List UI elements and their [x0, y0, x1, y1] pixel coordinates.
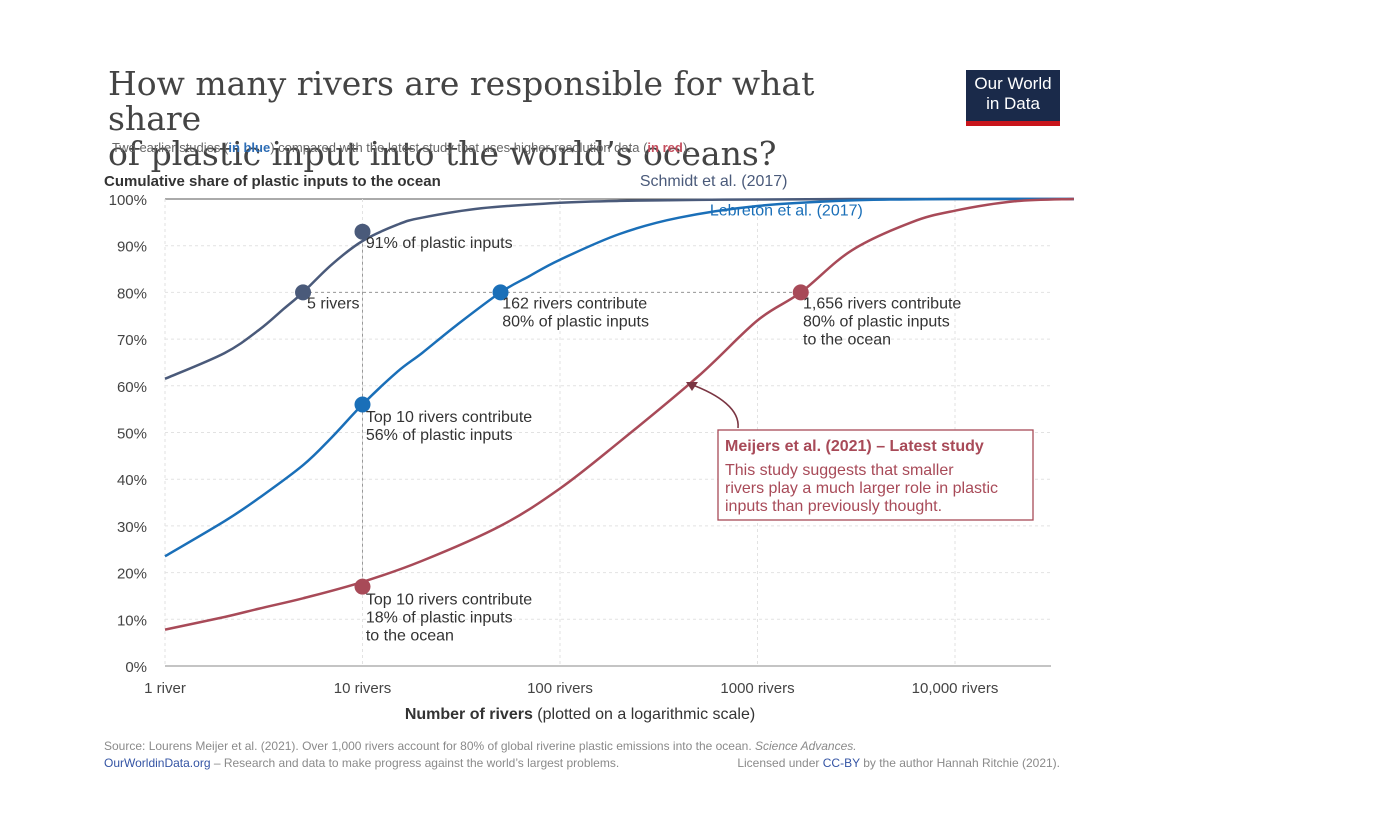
site-tagline: – Research and data to make progress aga… — [210, 756, 620, 770]
annotation-arrowhead — [686, 382, 698, 391]
chart-title: How many rivers are responsible for what… — [108, 66, 868, 171]
license-link[interactable]: CC-BY — [822, 756, 860, 770]
footer-license: Licensed under CC-BY by the author Hanna… — [737, 756, 1060, 770]
x-axis-title-bold: Number of rivers — [405, 706, 533, 723]
license-pre: Licensed under — [737, 756, 823, 770]
data-point-label: to the ocean — [366, 627, 454, 644]
subtitle-post: ). — [682, 140, 691, 155]
logo-line-1: Our World — [974, 74, 1052, 93]
y-axis-title: Cumulative share of plastic inputs to th… — [104, 173, 441, 190]
site-link[interactable]: OurWorldinData.org — [104, 756, 211, 770]
y-tick-label: 80% — [117, 285, 147, 302]
data-point-label: Top 10 rivers contribute — [366, 591, 532, 608]
annotation-title: Meijers et al. (2021) – Latest study — [725, 438, 984, 455]
chart-subtitle: Two earlier studies (in blue) compared w… — [112, 140, 691, 155]
data-point-4 — [492, 284, 509, 301]
x-tick-label: 100 rivers — [527, 680, 593, 697]
data-point-label: 162 rivers contribute — [502, 296, 647, 313]
series-line-schmidt — [164, 197, 1074, 380]
annotation-line: This study suggests that smaller — [725, 462, 954, 479]
x-tick-label: 1 river — [144, 680, 186, 697]
data-point-2 — [354, 223, 371, 240]
y-tick-label: 30% — [117, 519, 147, 536]
annotation-arrow — [689, 383, 739, 429]
logo-line-2: in Data — [986, 94, 1040, 113]
x-axis-title: Number of rivers (plotted on a logarithm… — [405, 706, 755, 723]
x-tick-label: 10,000 rivers — [912, 680, 999, 697]
data-point-label: Top 10 rivers contribute — [366, 409, 532, 426]
y-tick-label: 90% — [117, 239, 147, 256]
series-label-schmidt: Schmidt et al. (2017) — [640, 173, 788, 190]
footer-source: Source: Lourens Meijer et al. (2021). Ov… — [104, 739, 857, 753]
subtitle-mid: ) compared with the latest study that us… — [270, 140, 648, 155]
series-label-lebreton: Lebreton et al. (2017) — [710, 202, 863, 219]
y-tick-label: 20% — [117, 566, 147, 583]
data-point-6 — [792, 284, 809, 301]
source-journal: Science Advances. — [755, 739, 857, 753]
y-tick-label: 0% — [125, 659, 147, 676]
data-point-label: 1,656 rivers contribute — [803, 296, 961, 313]
x-tick-label: 10 rivers — [334, 680, 392, 697]
annotation-line: rivers play a much larger role in plasti… — [725, 480, 998, 497]
x-tick-label: 1000 rivers — [720, 680, 794, 697]
subtitle-red: in red — [647, 140, 683, 155]
footer-site: OurWorldinData.org – Research and data t… — [104, 756, 619, 770]
data-point-label: 56% of plastic inputs — [366, 427, 513, 444]
subtitle-pre: Two earlier studies ( — [112, 140, 229, 155]
data-point-1 — [295, 284, 312, 301]
series-line-meijers — [164, 197, 1074, 631]
annotation-line: inputs than previously thought. — [725, 498, 942, 515]
y-tick-label: 60% — [117, 379, 147, 396]
owid-logo[interactable]: Our World in Data — [966, 70, 1060, 126]
annotation-box — [717, 429, 1034, 521]
data-point-3 — [354, 396, 371, 413]
y-tick-label: 50% — [117, 426, 147, 443]
data-point-label: 5 rivers — [307, 296, 359, 313]
data-point-label: to the ocean — [803, 332, 891, 349]
license-post: by the author Hannah Ritchie (2021). — [859, 756, 1060, 770]
y-tick-label: 40% — [117, 472, 147, 489]
y-tick-label: 10% — [117, 612, 147, 629]
title-line-2: of plastic input into the world’s oceans… — [108, 134, 777, 173]
data-point-5 — [354, 578, 371, 595]
data-point-label: 80% of plastic inputs — [502, 314, 649, 331]
data-point-label: 18% of plastic inputs — [366, 609, 513, 626]
title-line-1: How many rivers are responsible for what… — [108, 64, 815, 138]
data-point-label: 91% of plastic inputs — [366, 235, 513, 252]
subtitle-blue: in blue — [228, 140, 271, 155]
source-text: Source: Lourens Meijer et al. (2021). Ov… — [104, 739, 755, 753]
logo-red-bar — [966, 121, 1060, 126]
x-axis-title-rest: (plotted on a logarithmic scale) — [533, 706, 755, 723]
y-tick-label: 70% — [117, 332, 147, 349]
y-tick-label: 100% — [109, 192, 147, 209]
data-point-label: 80% of plastic inputs — [803, 314, 950, 331]
